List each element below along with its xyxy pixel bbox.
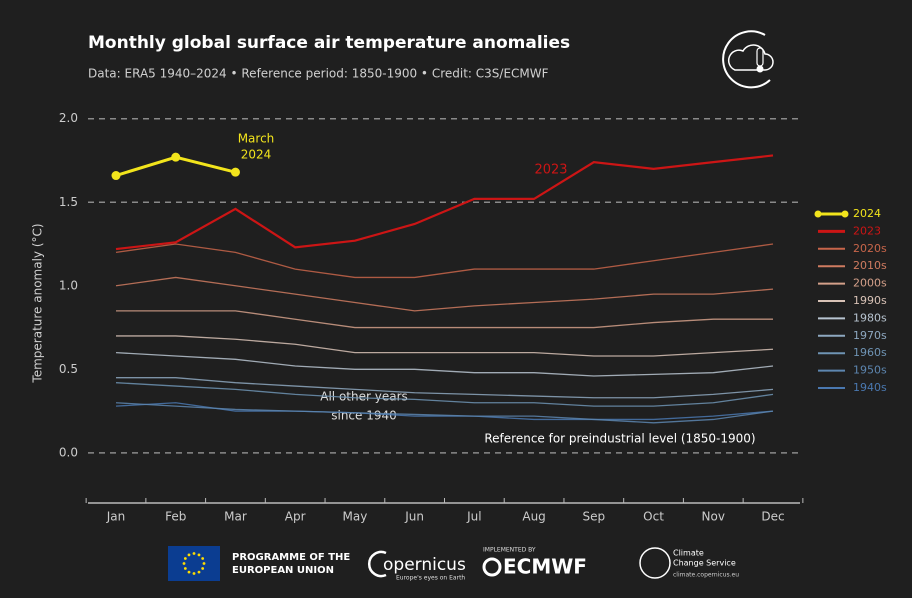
eu-star (192, 572, 196, 575)
y-tick-label: 0.0 (59, 445, 78, 459)
legend-label: 2000s (853, 277, 887, 290)
x-tick-label: Apr (285, 510, 306, 524)
x-tick-label: Jan (106, 510, 126, 524)
legend-label: 1950s (853, 364, 887, 377)
x-tick-label: Sep (583, 510, 606, 524)
footer-text: Change Service (673, 559, 736, 568)
x-tick-label: Aug (522, 510, 545, 524)
eu-star (197, 553, 201, 557)
series-line (115, 276, 774, 312)
x-tick-label: May (343, 510, 368, 524)
legend-label: 1960s (853, 346, 887, 359)
legend-label: 2024 (853, 207, 881, 220)
eu-stars (182, 552, 206, 575)
c3s-icon (722, 30, 774, 89)
series-line (115, 402, 774, 421)
series-line (116, 310, 773, 329)
footer-text: IMPLEMENTED BY (483, 547, 536, 554)
eu-star (183, 567, 187, 570)
legend-label: 1990s (853, 294, 887, 307)
y-axis-label: Temperature anomaly (°C) (31, 223, 45, 383)
eu-flag (168, 546, 220, 581)
series-line (115, 402, 774, 424)
footer-text: opernicus (383, 555, 466, 575)
legend-label: 2010s (853, 259, 887, 272)
eu-star (182, 562, 186, 565)
x-tick-label: Jul (466, 510, 481, 524)
eu-star (187, 553, 191, 557)
series-line (115, 382, 774, 407)
chart-title: Monthly global surface air temperature a… (88, 33, 570, 53)
x-tick-label: Nov (702, 510, 725, 524)
eu-star (183, 557, 187, 560)
eu-star (197, 570, 201, 574)
copernicus-c (368, 550, 387, 578)
footer-text: EUROPEAN UNION (232, 565, 334, 576)
eu-star (192, 552, 196, 555)
series-line (116, 377, 774, 399)
y-tick-label: 1.0 (59, 278, 78, 292)
annotation: since 1940 (331, 409, 397, 423)
chart-subtitle: Data: ERA5 1940–2024 • Reference period:… (88, 67, 549, 81)
legend-label: 2023 (853, 224, 881, 237)
footer-text: climate.copernicus.eu (673, 572, 739, 579)
series-line (115, 243, 774, 279)
legend-label: 1970s (853, 329, 887, 342)
point (171, 152, 181, 162)
footer-text: Europe's eyes on Earth (396, 575, 465, 582)
footer-text: Climate (673, 549, 704, 558)
y-tick-label: 0.5 (59, 362, 78, 376)
series-line (116, 335, 774, 357)
footer-text: ECMWF (503, 555, 587, 579)
series-line (115, 154, 774, 251)
c3s-logo (639, 547, 671, 579)
series-line (115, 351, 774, 377)
eu-star (201, 567, 205, 570)
legend-marker (814, 210, 822, 218)
legend-label: 1980s (853, 311, 887, 324)
footer: PROGRAMME OF THE EUROPEAN UNION opernicu… (168, 546, 739, 582)
eu-star (201, 557, 205, 560)
eu-star (187, 570, 191, 574)
x-tick-label: Oct (643, 510, 664, 524)
point (230, 167, 240, 177)
x-tick-label: Mar (224, 510, 247, 524)
footer-text: PROGRAMME OF THE (232, 552, 350, 563)
annotation: March (238, 132, 275, 146)
x-tick-label: Feb (165, 510, 186, 524)
point (111, 171, 121, 181)
annotation: 2023 (534, 163, 567, 178)
x-tick-label: Jun (404, 510, 424, 524)
eu-star (202, 562, 206, 565)
ecmwf-logo (482, 557, 502, 577)
legend-label: 1940s (853, 381, 887, 394)
annotation: All other years (320, 390, 408, 404)
annotation: Reference for preindustrial level (1850-… (484, 432, 755, 446)
y-tick-label: 1.5 (59, 195, 78, 209)
y-tick-label: 2.0 (59, 111, 78, 125)
legend-marker (841, 210, 849, 218)
x-tick-label: Dec (761, 510, 784, 524)
annotation: 2024 (241, 148, 272, 162)
legend-label: 2020s (853, 242, 887, 255)
